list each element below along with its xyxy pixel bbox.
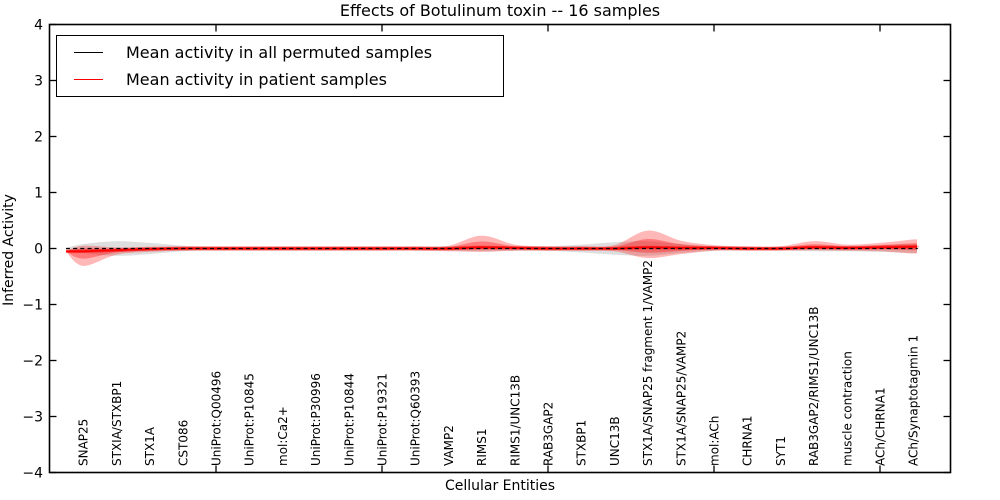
x-category-label: UniProt:Q00496	[210, 371, 224, 466]
x-category-label: SNAP25	[77, 419, 91, 466]
x-category-label: STXBP1	[575, 420, 589, 466]
legend-label-patient: Mean activity in patient samples	[126, 69, 387, 89]
x-category-label: STX1A/SNAP25 fragment 1/VAMP2	[641, 260, 655, 466]
x-category-label: VAMP2	[442, 425, 456, 466]
x-category-label: mol:Ca2+	[276, 406, 290, 466]
x-category-label: RIMS1	[475, 429, 489, 466]
x-axis-label: Cellular Entities	[444, 478, 556, 494]
y-tick-label: 0	[34, 241, 43, 257]
y-tick-label: 1	[34, 185, 43, 201]
legend-item-permuted: Mean activity in all permuted samples	[57, 42, 503, 62]
legend-black-line-icon	[74, 52, 103, 53]
x-category-label: SYT1	[774, 436, 788, 466]
x-category-label: STX1A/SNAP25/VAMP2	[674, 331, 688, 466]
legend-red-line-icon	[74, 79, 103, 80]
x-category-label: UNC13B	[608, 416, 622, 466]
chart-title: Effects of Botulinum toxin -- 16 samples	[339, 1, 661, 20]
x-category-label: RIMS1/UNC13B	[508, 375, 522, 466]
y-axis-label: Inferred Activity	[1, 194, 17, 306]
y-tick-label: −1	[22, 297, 43, 313]
x-category-label: STX1A	[143, 426, 157, 466]
y-tick-label: −3	[22, 409, 43, 425]
x-category-label: CST086	[176, 420, 190, 466]
y-tick-label: 2	[34, 129, 43, 145]
x-category-label: mol:ACh	[708, 416, 722, 466]
y-tick-label: −2	[22, 353, 43, 369]
x-category-label: UniProt:Q60393	[409, 371, 423, 466]
x-category-label: UniProt:P10845	[243, 373, 257, 466]
x-category-label: ACh/CHRNA1	[874, 387, 888, 466]
x-category-label: RAB3GAP2	[542, 402, 556, 466]
x-category-label: CHRNA1	[741, 415, 755, 466]
x-category-label: UniProt:P30996	[309, 373, 323, 466]
y-tick-label: 4	[34, 17, 43, 33]
y-tick-label: −4	[22, 465, 43, 481]
x-category-label: STXIA/STXBP1	[110, 381, 124, 466]
y-tick-label: 3	[34, 73, 43, 89]
x-category-label: muscle contraction	[840, 351, 854, 466]
x-category-label: UniProt:P19321	[376, 373, 390, 466]
x-category-label: UniProt:P10844	[342, 373, 356, 466]
legend: Mean activity in all permuted samples Me…	[56, 35, 504, 97]
x-category-label: RAB3GAP2/RIMS1/UNC13B	[807, 306, 821, 466]
legend-item-patient: Mean activity in patient samples	[57, 69, 503, 89]
legend-label-permuted: Mean activity in all permuted samples	[126, 42, 433, 62]
x-category-label: ACh/Synaptotagmin 1	[907, 335, 921, 466]
